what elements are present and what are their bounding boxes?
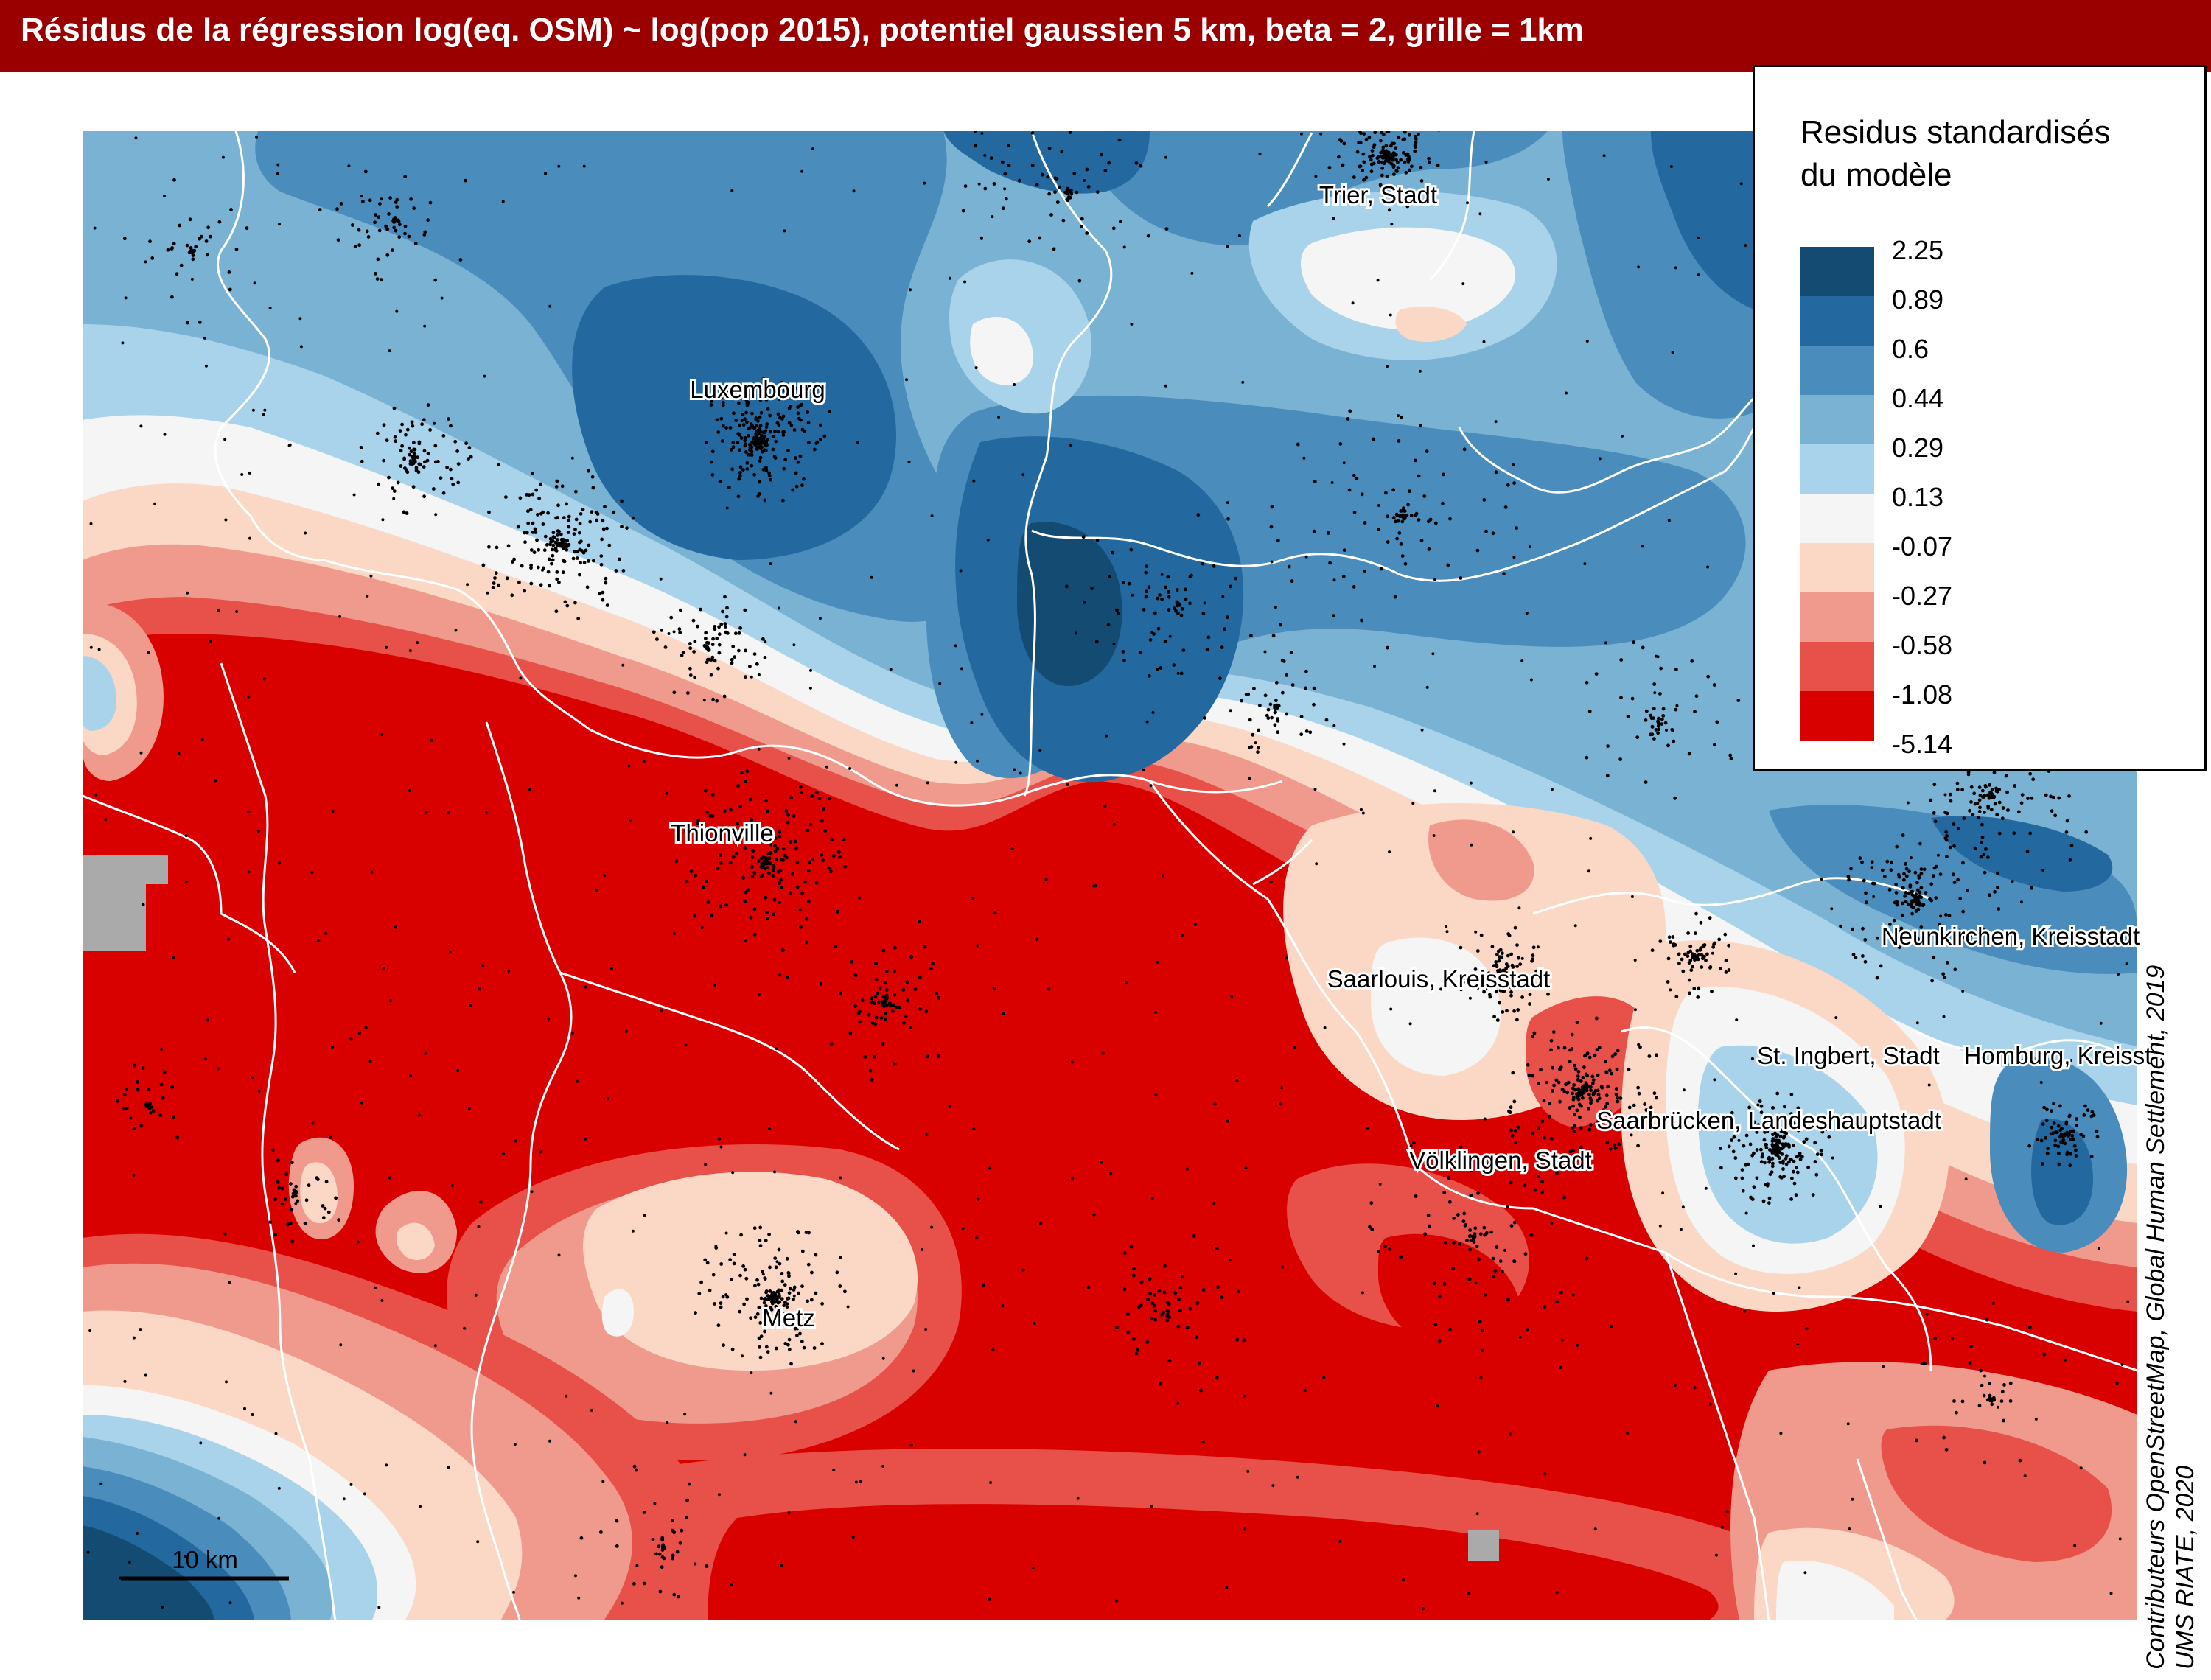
legend-label: -5.14 xyxy=(1892,729,1953,759)
scale-bar-label: 10 km xyxy=(172,1546,238,1573)
legend-label: 0.44 xyxy=(1892,383,1944,413)
legend-title: Residus standardisés du modèle xyxy=(1800,114,2111,193)
no-data-cell-south xyxy=(1468,1530,1499,1561)
southern-band xyxy=(83,1233,2137,1620)
legend-label: 0.6 xyxy=(1892,334,1929,364)
legend-label: -1.08 xyxy=(1892,679,1953,710)
city-label-luxembourg: Luxembourg xyxy=(690,376,825,403)
legend-label: 0.13 xyxy=(1892,482,1944,512)
credits: Contributeurs OpenStreetMap, Global Huma… xyxy=(2141,965,2200,1670)
city-label-voelklingen: Völklingen, Stadt xyxy=(1409,1147,1592,1174)
administrative-boundaries xyxy=(83,131,2137,1620)
legend-swatch xyxy=(1800,247,1874,296)
settlement-points xyxy=(86,131,2130,1611)
legend-label: -0.58 xyxy=(1892,630,1953,660)
scale-bar: 10 km xyxy=(121,1546,289,1581)
legend-swatch xyxy=(1800,395,1874,444)
legend-swatch xyxy=(1800,296,1874,346)
city-label-homburg: Homburg, Kreisst xyxy=(1964,1042,2152,1069)
city-label-trier: Trier, Stadt xyxy=(1319,181,1437,209)
legend-swatch xyxy=(1800,346,1874,395)
legend-label: -0.07 xyxy=(1892,531,1953,561)
western-patches xyxy=(83,603,354,1239)
legend: Residus standardisés du modèle 2.25 0.89 0… xyxy=(1753,65,2207,771)
legend-swatch xyxy=(1800,494,1874,543)
legend-swatch xyxy=(1800,444,1874,494)
city-label-saarlouis: Saarlouis, Kreisstadt xyxy=(1327,965,1551,993)
city-label-saarbruecken: Saarbrücken, Landeshauptstadt xyxy=(1596,1107,1941,1134)
city-label-thionville: Thionville xyxy=(671,819,773,847)
legend-label: -0.27 xyxy=(1892,581,1953,611)
credits-line-1: Contributeurs OpenStreetMap, Global Huma… xyxy=(2142,965,2170,1670)
credits-line-2: UMS RIATE, 2020 xyxy=(2171,1465,2199,1670)
city-label-st-ingbert: St. Ingbert, Stadt xyxy=(1757,1042,1940,1069)
map-title: Résidus de la régression log(eq. OSM) ~ … xyxy=(21,12,1585,48)
legend-swatch xyxy=(1800,592,1874,642)
city-labels: Trier, Stadt Luxembourg Thionville Saarl… xyxy=(668,179,2154,1334)
no-data-cell-west xyxy=(83,855,168,951)
legend-label: 0.29 xyxy=(1892,433,1944,463)
legend-label: 2.25 xyxy=(1892,235,1944,265)
legend-label: 0.89 xyxy=(1892,284,1944,315)
city-label-metz: Metz xyxy=(762,1304,815,1331)
legend-swatch xyxy=(1800,691,1874,741)
city-label-neunkirchen: Neunkirchen, Kreisstadt xyxy=(1882,923,2140,950)
title-bar: Résidus de la régression log(eq. OSM) ~ … xyxy=(0,0,2211,72)
high-residual-patches xyxy=(255,131,2137,1253)
legend-swatch xyxy=(1800,543,1874,592)
legend-swatch xyxy=(1800,642,1874,691)
